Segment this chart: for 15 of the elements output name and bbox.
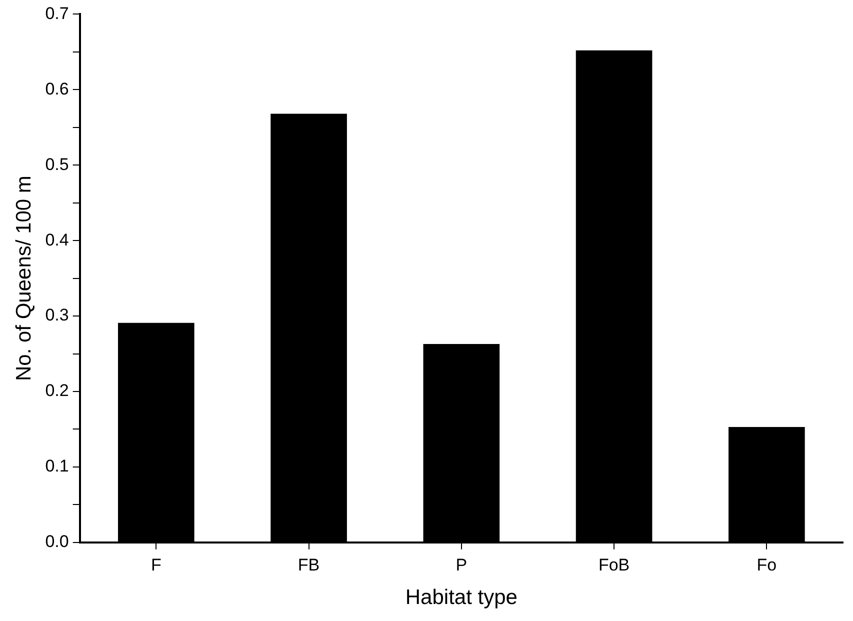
x-tick-label: F: [150, 555, 162, 574]
y-tick-label: 0.6: [45, 79, 69, 98]
y-tick-label: 0.0: [45, 532, 69, 552]
x-axis-title: Habitat type: [405, 586, 518, 610]
y-tick-label: 0.2: [45, 381, 69, 400]
x-tick-label: FoB: [598, 555, 630, 574]
y-axis-title: No. of Queens/ 100 m: [12, 176, 36, 382]
y-tick-label: 0.4: [45, 230, 69, 250]
y-tick-label: 0.7: [45, 4, 69, 23]
x-tick-label: FB: [298, 555, 320, 574]
y-tick-label: 0.3: [45, 306, 69, 325]
x-tick-label: P: [456, 555, 468, 574]
x-tick-label: Fo: [756, 555, 777, 574]
y-tick-label: 0.1: [45, 456, 69, 476]
y-tick-label: 0.5: [45, 154, 69, 174]
